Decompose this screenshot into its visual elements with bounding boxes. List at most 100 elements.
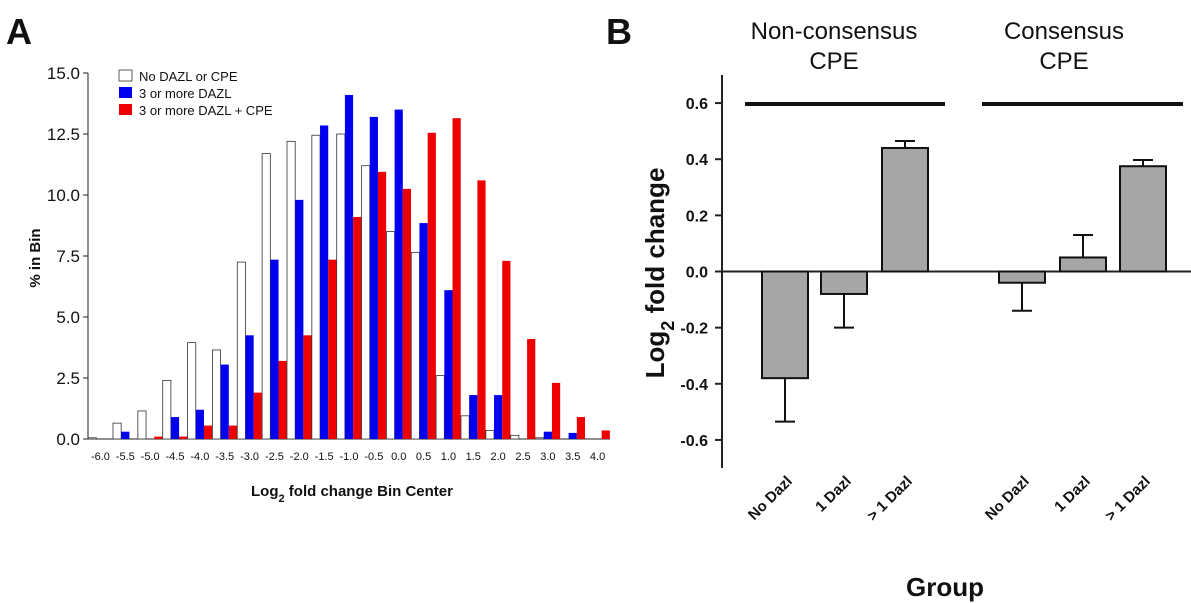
panel-b-y-tick-label: -0.6 [680, 433, 708, 450]
mean-bar [820, 270, 868, 295]
panel-a-y-tick-label: 15.0 [47, 64, 80, 83]
histogram-bar-2 [543, 431, 552, 439]
histogram-bar-3 [601, 430, 610, 439]
histogram-bar-3 [377, 171, 387, 439]
panel-a-x-tick-label: -5.0 [141, 451, 160, 463]
histogram-bar-3 [502, 260, 511, 439]
histogram-bar-1 [286, 140, 296, 440]
histogram-bar-1 [87, 437, 97, 440]
histogram-bar-1 [137, 410, 147, 440]
panel-a-x-tick-label: -2.0 [290, 451, 309, 463]
panel-b-y-axis-title: Log2 fold change [640, 168, 678, 379]
panel-a-y-tick-label: 12.5 [47, 125, 80, 144]
histogram-bar-3 [353, 216, 362, 439]
panel-a-x-tick-label: 2.5 [515, 451, 530, 463]
histogram-bar-2 [320, 125, 329, 440]
panel-a-chart: 0.0 2.5 5.0 7.5 10.0 12.5 15.0 -6.0 -5.5 -5.0 -4.5… [47, 64, 610, 463]
histogram-bar-1 [336, 133, 346, 440]
histogram-bar-3 [477, 180, 486, 440]
histogram-bar-1 [435, 375, 445, 440]
histogram-bar-1 [162, 380, 172, 440]
panel-a-x-tick-label: 3.5 [565, 451, 580, 463]
panel-a-x-tick-label: 0.0 [391, 451, 406, 463]
histogram-bar-3 [452, 118, 461, 439]
panel-a-x-tick-label: 0.5 [416, 451, 431, 463]
panel-a-y-tick-label: 7.5 [56, 247, 80, 266]
panel-a-letter: A [6, 11, 32, 52]
panel-a-x-axis-title-main: Log [251, 483, 279, 500]
legend-swatch-1 [118, 69, 133, 82]
panel-b-x-axis-title: Group [906, 572, 984, 602]
panel-a-x-tick-label: -6.0 [91, 451, 110, 463]
group-label-consensus-line1: Consensus [1004, 18, 1124, 45]
histogram-bar-3 [527, 338, 536, 439]
histogram-bar-2 [170, 417, 180, 439]
histogram-bar-2 [419, 223, 428, 439]
panel-b-x-tick-label: > 1 Dazl [864, 473, 916, 525]
panel-a-x-tick-label: 1.5 [466, 451, 481, 463]
panel-b-x-tick-label: 1 Dazl [812, 473, 855, 516]
panel-b-y-tick-label: 0.4 [686, 152, 708, 169]
panel-b-x-tick-label: No Dazl [745, 473, 796, 524]
panel-a-x-tick-label: 2.0 [490, 451, 505, 463]
histogram-bar-3 [228, 425, 238, 439]
histogram-bar-3 [154, 436, 163, 439]
histogram-bar-3 [253, 392, 262, 439]
panel-b-y-axis-title-main: Log [640, 331, 670, 379]
histogram-bar-2 [444, 290, 453, 439]
panel-a-x-axis-title-rest: fold change Bin Center [285, 483, 454, 500]
panel-a-x-tick-label: -4.5 [166, 451, 185, 463]
panel-b-y-tick-label: 0.2 [686, 208, 708, 225]
histogram-bar-2 [245, 335, 254, 439]
mean-bar [998, 270, 1046, 284]
histogram-bar-1 [212, 349, 222, 440]
panel-a-y-tick-label: 5.0 [56, 308, 80, 327]
panel-b-y-tick-label: 0.6 [686, 96, 708, 113]
panel-a-x-tick-label: -0.5 [364, 451, 383, 463]
group-label-non-consensus-line1: Non-consensus [751, 18, 918, 45]
group-label-consensus-line2: CPE [1039, 48, 1088, 75]
panel-b-y-tick-label: -0.2 [680, 321, 708, 338]
mean-bar [881, 146, 929, 273]
panel-a-x-axis-title: Log2 fold change Bin Center [251, 483, 453, 505]
panel-b-letter: B [606, 11, 632, 52]
panel-a-x-tick-label: -2.5 [265, 451, 284, 463]
histogram-bar-3 [576, 417, 586, 439]
panel-a-x-tick-label: -3.5 [215, 451, 234, 463]
panel-a-x-tick-label: -4.0 [190, 451, 209, 463]
histogram-bar-3 [402, 188, 412, 439]
histogram-bar-2 [344, 94, 354, 440]
histogram-bar-1 [535, 437, 545, 440]
histogram-bar-2 [469, 395, 478, 439]
histogram-bar-1 [261, 153, 271, 440]
panel-a-y-tick-label: 2.5 [56, 369, 80, 388]
panel-b-x-tick-label: > 1 Dazl [1102, 473, 1154, 525]
histogram-bar-2 [369, 116, 378, 440]
legend-label-2: 3 or more DAZL [139, 86, 231, 101]
legend-swatch-3 [119, 104, 132, 115]
mean-bar [1119, 165, 1167, 273]
histogram-bar-3 [278, 360, 287, 439]
histogram-bar-1 [386, 231, 396, 440]
legend-label-1: No DAZL or CPE [139, 69, 238, 84]
histogram-bar-3 [427, 132, 436, 439]
panel-b-y-tick-label: 0.0 [686, 265, 708, 282]
panel-a-x-tick-label: 1.0 [441, 451, 456, 463]
mean-bar [761, 270, 809, 380]
histogram-bar-1 [311, 134, 321, 440]
panel-b-chart: 0.60.40.20.0-0.2-0.4-0.6No Dazl 1 Dazl > 1… [680, 75, 1191, 525]
panel-a-x-tick-label: 3.0 [540, 451, 555, 463]
histogram-bar-2 [295, 199, 304, 439]
histogram-bar-2 [568, 432, 577, 439]
panel-a-y-tick-label: 0.0 [56, 430, 80, 449]
panel-a-x-tick-label: -3.0 [240, 451, 259, 463]
panel-a-x-axis-title-sub: 2 [279, 493, 285, 505]
histogram-bar-3 [303, 335, 312, 439]
panel-a-x-tick-label: -5.5 [116, 451, 135, 463]
group-label-non-consensus-line2: CPE [809, 48, 858, 75]
histogram-bar-2 [121, 431, 130, 439]
histogram-bar-1 [510, 434, 520, 440]
histogram-bar-1 [410, 251, 420, 440]
panel-b-y-tick-label: -0.4 [680, 377, 708, 394]
